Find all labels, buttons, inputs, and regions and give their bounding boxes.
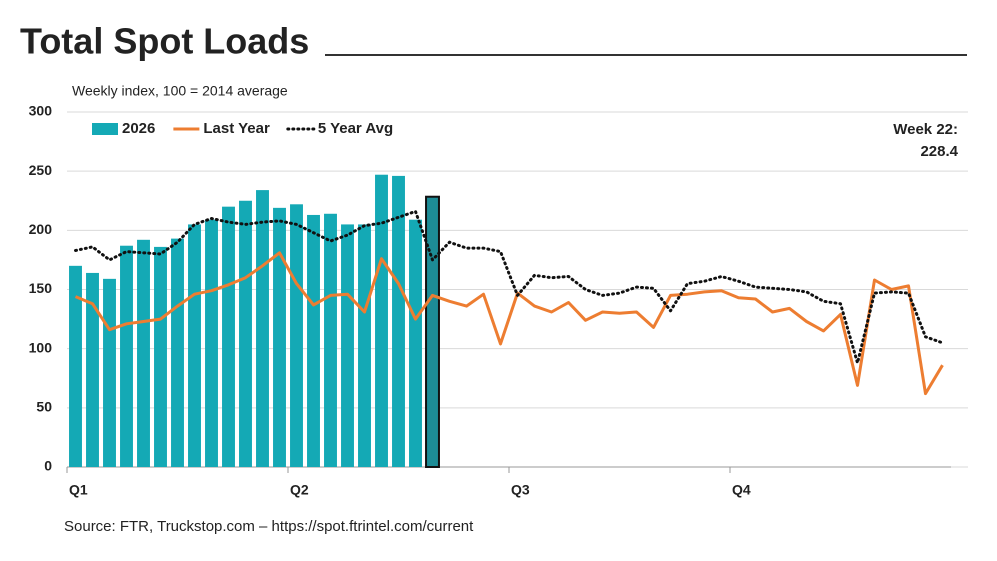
- y-tick-label: 250: [29, 162, 53, 178]
- bar: [273, 207, 286, 467]
- bar: [375, 174, 388, 467]
- bar: [425, 195, 440, 469]
- x-tick-label: Q3: [511, 482, 530, 498]
- x-tick-label: Q1: [69, 482, 88, 498]
- subtitle: Weekly index, 100 = 2014 average: [72, 83, 288, 99]
- legend-label: 2026: [122, 120, 155, 137]
- y-tick-label: 0: [44, 458, 52, 474]
- bar: [256, 190, 269, 467]
- y-tick-label: 200: [29, 221, 53, 237]
- chart-title: Total Spot Loads: [20, 21, 309, 62]
- line: [74, 209, 944, 365]
- bar: [154, 246, 167, 467]
- y-tick-label: 100: [29, 339, 53, 355]
- x-tick-label: Q4: [732, 482, 751, 498]
- y-tick-label: 300: [29, 103, 53, 119]
- bar: [86, 272, 99, 467]
- legend-swatch: [92, 123, 118, 135]
- bar: [341, 224, 354, 467]
- source: Source: FTR, Truckstop.com – https://spo…: [64, 518, 474, 535]
- bar: [358, 224, 371, 467]
- legend-label: Last Year: [203, 120, 270, 137]
- bar: [205, 219, 218, 467]
- line: [74, 251, 944, 396]
- x-tick-label: Q2: [290, 482, 309, 498]
- legend-label: 5 Year Avg: [318, 120, 393, 137]
- bar: [171, 238, 184, 467]
- y-tick-label: 150: [29, 280, 53, 296]
- bar: [103, 278, 116, 467]
- bar: [409, 219, 422, 467]
- bar: [239, 200, 252, 467]
- bar: [307, 214, 320, 467]
- bar: [137, 239, 150, 467]
- bar: [222, 206, 235, 467]
- annotation: 228.4: [920, 143, 958, 160]
- bar: [120, 245, 133, 467]
- bar: [290, 204, 303, 468]
- bar: [188, 224, 201, 467]
- y-tick-label: 50: [36, 399, 52, 415]
- bar: [324, 213, 337, 467]
- annotation: Week 22:: [893, 121, 958, 138]
- bar: [69, 265, 82, 467]
- bar: [392, 175, 405, 467]
